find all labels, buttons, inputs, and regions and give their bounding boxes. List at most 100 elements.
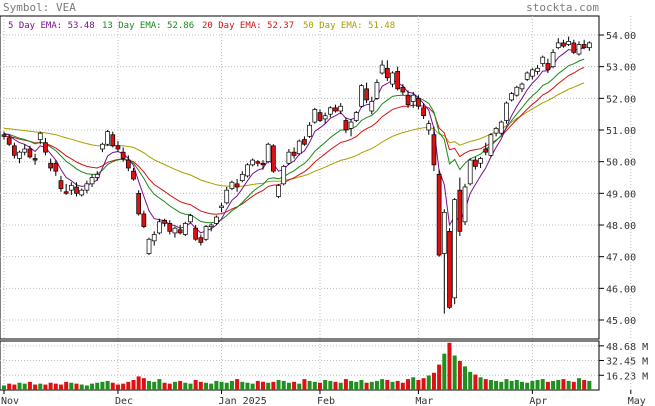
candle [416, 95, 421, 110]
volume-bar [349, 380, 354, 390]
volume-bar [354, 381, 359, 390]
candle [327, 106, 333, 118]
candle [43, 137, 48, 156]
volume-bar [540, 379, 545, 390]
volume-bar [333, 381, 338, 390]
candle [483, 142, 489, 156]
price-y-axis: 54.00 53.00 52.00 51.00 50.00 49.00 48.00 47.00… [599, 31, 636, 327]
candle [561, 39, 566, 48]
candle-body-up [488, 134, 494, 156]
candle-body-up [426, 123, 432, 131]
candle-body-down [483, 148, 489, 153]
volume-bar [535, 380, 540, 390]
candle-body-up [276, 185, 281, 197]
volume-bar [556, 380, 561, 390]
candle [84, 180, 90, 194]
volume-bar [250, 383, 255, 390]
candle-body-down [234, 183, 240, 188]
candle-body-down [421, 107, 426, 117]
x-tick-label: Dec [115, 396, 133, 406]
candle-body-up [540, 56, 546, 64]
candle-body-up [84, 183, 90, 191]
volume-bar [131, 380, 136, 390]
candle-body-up [348, 121, 354, 129]
volume-y-axis: 48.68 M 32.45 M 16.23 M [599, 342, 648, 382]
volume-bar [276, 380, 281, 390]
volume-bar [198, 381, 203, 390]
volume-bar [95, 382, 100, 390]
price-tick-label: 45.00 [606, 316, 636, 327]
candle [374, 79, 380, 100]
candle [37, 131, 43, 145]
volume-bar [380, 379, 385, 390]
volume-bar [115, 384, 120, 390]
volume-bar [317, 382, 322, 390]
candle-body-up [504, 102, 509, 121]
site-label[interactable]: stockta.com [526, 1, 599, 14]
candle-body-up [245, 164, 250, 177]
candle-body-down [333, 107, 338, 112]
candle-body-down [198, 237, 204, 243]
candle [488, 133, 494, 157]
x-tick-label: Jan 2025 [219, 396, 267, 406]
candle [100, 142, 105, 153]
candle-body-up [105, 131, 110, 145]
volume-bar [22, 383, 27, 390]
candle-body-down [1, 134, 7, 137]
candle [395, 66, 401, 91]
volume-bar [452, 355, 457, 390]
volume-bar [100, 381, 105, 390]
volume-bar [235, 379, 240, 390]
candle-body-up [79, 189, 85, 196]
candle-body-up [239, 173, 245, 182]
volume-bar [261, 381, 265, 390]
candle-body-down [457, 189, 463, 232]
candle-body-down [416, 97, 421, 107]
x-axis: Nov Dec Jan 2025 Feb Mar Apr May [1, 390, 646, 406]
volume-bar [468, 371, 473, 390]
volume-bar [431, 372, 436, 390]
volume-bar [255, 380, 260, 390]
candle-body-down [581, 44, 587, 49]
volume-bar [374, 380, 379, 390]
candle-body-down [193, 227, 199, 240]
volume-bar [281, 380, 286, 390]
candle-body-up [157, 221, 162, 234]
candle-body-down [58, 180, 64, 189]
candle-body-up [224, 189, 230, 204]
candle [94, 171, 100, 181]
candle-body-up [452, 199, 458, 299]
candle [462, 183, 468, 225]
candle [322, 112, 328, 124]
volume-bar [359, 380, 364, 390]
candle [53, 160, 59, 176]
candle [157, 218, 162, 235]
candle [493, 126, 499, 137]
volume-bar [105, 380, 110, 390]
volume-bar [447, 342, 452, 390]
candle [229, 180, 235, 191]
volume-bar [38, 383, 43, 390]
volume-bar [214, 380, 219, 390]
volume-bar [385, 380, 390, 390]
volume-bar [323, 380, 328, 390]
candle [348, 118, 354, 137]
candle [125, 155, 131, 172]
volume-bar [395, 380, 400, 390]
candle-body-up [467, 159, 473, 185]
candle [291, 147, 297, 159]
candle-body-up [22, 148, 28, 153]
volume-bar [74, 383, 79, 390]
candle-body-down [110, 134, 116, 147]
candle-body-up [374, 82, 380, 99]
candle-body-up [519, 83, 525, 90]
candle-body-down [260, 162, 266, 166]
candle-body-down [436, 173, 442, 256]
candle-body-down [63, 191, 69, 194]
candle [250, 158, 255, 167]
x-tick-label: Apr [529, 396, 547, 406]
volume-bar [7, 383, 12, 390]
candle [333, 104, 338, 113]
candle-body-down [167, 223, 173, 232]
